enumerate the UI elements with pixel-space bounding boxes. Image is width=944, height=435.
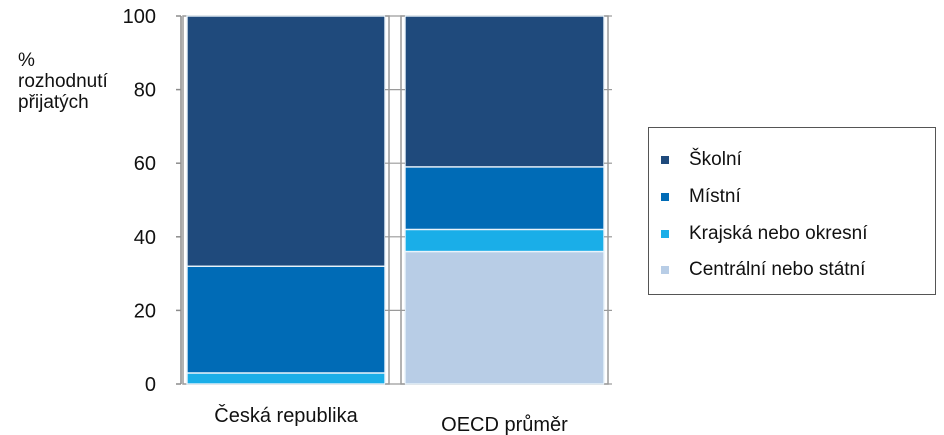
y-axis-title: % rozhodnutí přijatých	[18, 50, 108, 113]
x-tick-label-0: Česká republika	[214, 404, 358, 427]
y-axis: 0 20 40 60 80 100	[123, 6, 612, 396]
legend-item-centralni: Centrální nebo státní	[661, 255, 865, 285]
bar-segment-0-2	[186, 265, 386, 374]
bar-segment-1-2	[404, 166, 605, 231]
y-axis-title-line-2: rozhodnutí	[18, 71, 108, 92]
legend-label-krajska: Krajská nebo okresní	[689, 223, 868, 244]
bar-segment-1-0	[404, 250, 605, 385]
y-axis-title-line-3: přijatých	[18, 92, 89, 113]
bar-segment-0-3	[186, 15, 386, 267]
legend-item-skolni: Školní	[661, 145, 742, 175]
bar-segment-1-3	[404, 15, 605, 168]
legend-swatch-mistni	[661, 193, 669, 201]
x-axis-labels: Česká republika OECD průměr	[214, 404, 568, 435]
y-tick-label-3: 60	[134, 153, 156, 175]
x-tick-label-1: OECD průměr	[441, 414, 568, 435]
y-tick-label-2: 40	[134, 227, 156, 249]
legend: Školní Místní Krajská nebo okresní Centr…	[648, 127, 936, 295]
legend-swatch-skolni	[661, 156, 669, 164]
bar-segment-0-1	[186, 372, 386, 385]
bars-layer	[182, 15, 609, 385]
legend-item-mistni: Místní	[661, 182, 741, 212]
y-tick-label-0: 0	[145, 374, 156, 396]
y-tick-label-1: 20	[134, 300, 156, 322]
bar-segment-1-1	[404, 228, 605, 253]
y-tick-label-4: 80	[134, 80, 156, 102]
legend-label-mistni: Místní	[689, 186, 741, 207]
legend-swatch-centralni	[661, 266, 669, 274]
legend-item-krajska: Krajská nebo okresní	[661, 219, 868, 249]
y-axis-title-line-1: %	[18, 50, 35, 71]
y-tick-label-5: 100	[123, 6, 156, 28]
legend-label-centralni: Centrální nebo státní	[689, 259, 866, 280]
legend-label-skolni: Školní	[689, 149, 742, 170]
legend-swatch-krajska	[661, 230, 669, 238]
